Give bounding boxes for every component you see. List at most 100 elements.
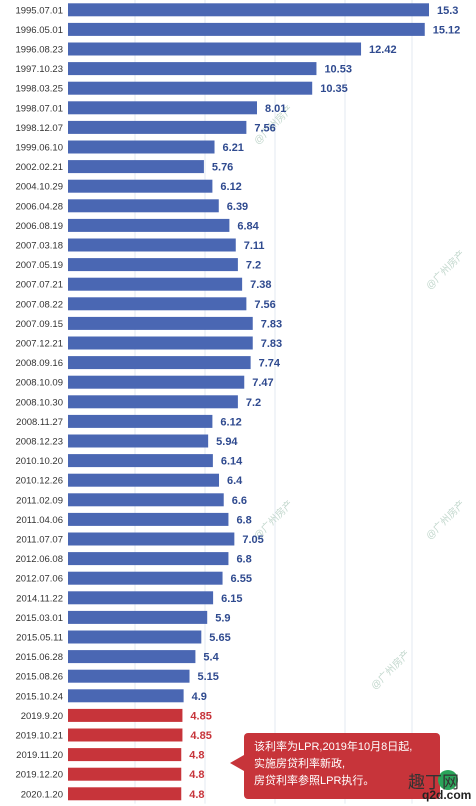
- category-label-12: 2007.03.18: [15, 241, 63, 252]
- category-label-19: 2008.10.09: [15, 378, 63, 389]
- bar-38: [68, 748, 182, 762]
- value-label-9: 6.12: [220, 181, 241, 193]
- value-label-5: 8.01: [265, 103, 286, 115]
- bar-10: [68, 199, 219, 213]
- value-label-17: 7.83: [261, 338, 282, 350]
- category-label-7: 1999.06.10: [15, 143, 63, 154]
- bar-layer: [68, 3, 429, 801]
- value-label-11: 6.84: [237, 220, 259, 232]
- category-label-31: 2015.03.01: [15, 613, 63, 624]
- value-label-0: 15.3: [437, 5, 458, 17]
- value-label-4: 10.35: [320, 83, 348, 95]
- bar-11: [68, 218, 230, 232]
- value-label-19: 7.47: [252, 377, 273, 389]
- value-label-30: 6.15: [221, 593, 242, 605]
- value-label-40: 4.8: [189, 789, 204, 801]
- category-label-29: 2012.07.06: [15, 574, 63, 585]
- category-label-40: 2020.1.20: [21, 789, 63, 800]
- value-label-37: 4.85: [190, 730, 211, 742]
- watermark-3: @广州房产: [423, 497, 468, 542]
- bar-2: [68, 42, 362, 56]
- value-label-20: 7.2: [246, 397, 261, 409]
- value-label-3: 10.53: [324, 64, 352, 76]
- label-layer: 1995.07.01 15.3 1996.05.01 15.12 1996.08.23 1…: [15, 5, 460, 801]
- category-label-13: 2007.05.19: [15, 260, 63, 271]
- watermark-1: @广州房产: [423, 247, 468, 292]
- bar-25: [68, 493, 224, 507]
- bar-37: [68, 728, 183, 742]
- lpr-callout: 该利率为LPR,2019年10月8日起, 实施房贷利率新政, 房贷利率参照LPR…: [230, 733, 440, 799]
- value-label-27: 7.05: [242, 534, 263, 546]
- bar-26: [68, 512, 229, 526]
- value-label-23: 6.14: [221, 456, 243, 468]
- category-label-33: 2015.06.28: [15, 652, 63, 663]
- bar-3: [68, 62, 317, 76]
- value-label-15: 7.56: [254, 299, 275, 311]
- value-label-32: 5.65: [209, 632, 230, 644]
- bar-9: [68, 179, 213, 193]
- category-label-15: 2007.08.22: [15, 299, 63, 310]
- category-label-38: 2019.11.20: [16, 750, 63, 761]
- value-label-14: 7.38: [250, 279, 271, 291]
- category-label-3: 1997.10.23: [15, 64, 63, 75]
- bar-33: [68, 650, 196, 664]
- value-label-12: 7.11: [244, 240, 265, 252]
- watermark-layer: @广州房产@广州房产@广州房产 @广州房产@广州房产: [251, 102, 468, 692]
- category-label-28: 2012.06.08: [15, 554, 63, 565]
- logo-dot-icon: [438, 770, 458, 790]
- site-logo-glyph: 趣丁网: [408, 773, 459, 792]
- bar-15: [68, 297, 247, 311]
- category-label-5: 1998.07.01: [15, 103, 63, 114]
- category-label-20: 2008.10.30: [15, 397, 63, 408]
- value-label-29: 6.55: [231, 573, 252, 585]
- category-label-10: 2006.04.28: [15, 201, 63, 212]
- bar-23: [68, 454, 213, 468]
- value-label-38: 4.8: [189, 750, 204, 762]
- category-label-34: 2015.08.26: [15, 672, 63, 683]
- callout-line-3: 房贷利率参照LPR执行。: [254, 775, 375, 787]
- category-label-22: 2008.12.23: [15, 437, 63, 448]
- value-label-7: 6.21: [223, 142, 244, 154]
- bar-6: [68, 120, 247, 134]
- bar-17: [68, 336, 253, 350]
- value-label-35: 4.9: [192, 691, 207, 703]
- category-label-21: 2008.11.27: [16, 417, 63, 428]
- category-label-26: 2011.04.06: [16, 515, 63, 526]
- site-logo-domain: q2d.com: [422, 788, 472, 802]
- value-label-26: 6.8: [236, 514, 251, 526]
- bar-18: [68, 356, 251, 370]
- value-label-24: 6.4: [227, 475, 243, 487]
- callout-line-2: 实施房贷利率新政,: [254, 758, 346, 770]
- value-label-13: 7.2: [246, 260, 261, 272]
- category-label-18: 2008.09.16: [15, 358, 63, 369]
- bar-14: [68, 277, 243, 291]
- bar-30: [68, 591, 214, 605]
- bar-31: [68, 610, 208, 624]
- category-label-8: 2002.02.21: [15, 162, 63, 173]
- value-label-2: 12.42: [369, 44, 397, 56]
- grid-layer: [134, 0, 413, 804]
- callout-line-1: 该利率为LPR,2019年10月8日起,: [254, 741, 413, 753]
- bar-28: [68, 552, 229, 566]
- bar-19: [68, 375, 245, 389]
- value-label-21: 6.12: [220, 416, 241, 428]
- bar-8: [68, 160, 204, 174]
- bar-0: [68, 3, 429, 17]
- bar-22: [68, 434, 209, 448]
- value-label-25: 6.6: [232, 495, 247, 507]
- value-label-6: 7.56: [254, 122, 275, 134]
- value-label-1: 15.12: [433, 24, 461, 36]
- category-label-1: 1996.05.01: [15, 25, 63, 36]
- value-label-16: 7.83: [261, 318, 282, 330]
- bar-27: [68, 532, 235, 546]
- bar-34: [68, 669, 190, 683]
- bar-29: [68, 571, 223, 585]
- category-label-11: 2006.08.19: [15, 221, 63, 232]
- bar-5: [68, 101, 257, 115]
- category-label-25: 2011.02.09: [16, 495, 63, 506]
- watermark-4: @广州房产: [368, 647, 413, 692]
- category-label-39: 2019.12.20: [15, 770, 63, 781]
- category-label-36: 2019.9.20: [21, 711, 63, 722]
